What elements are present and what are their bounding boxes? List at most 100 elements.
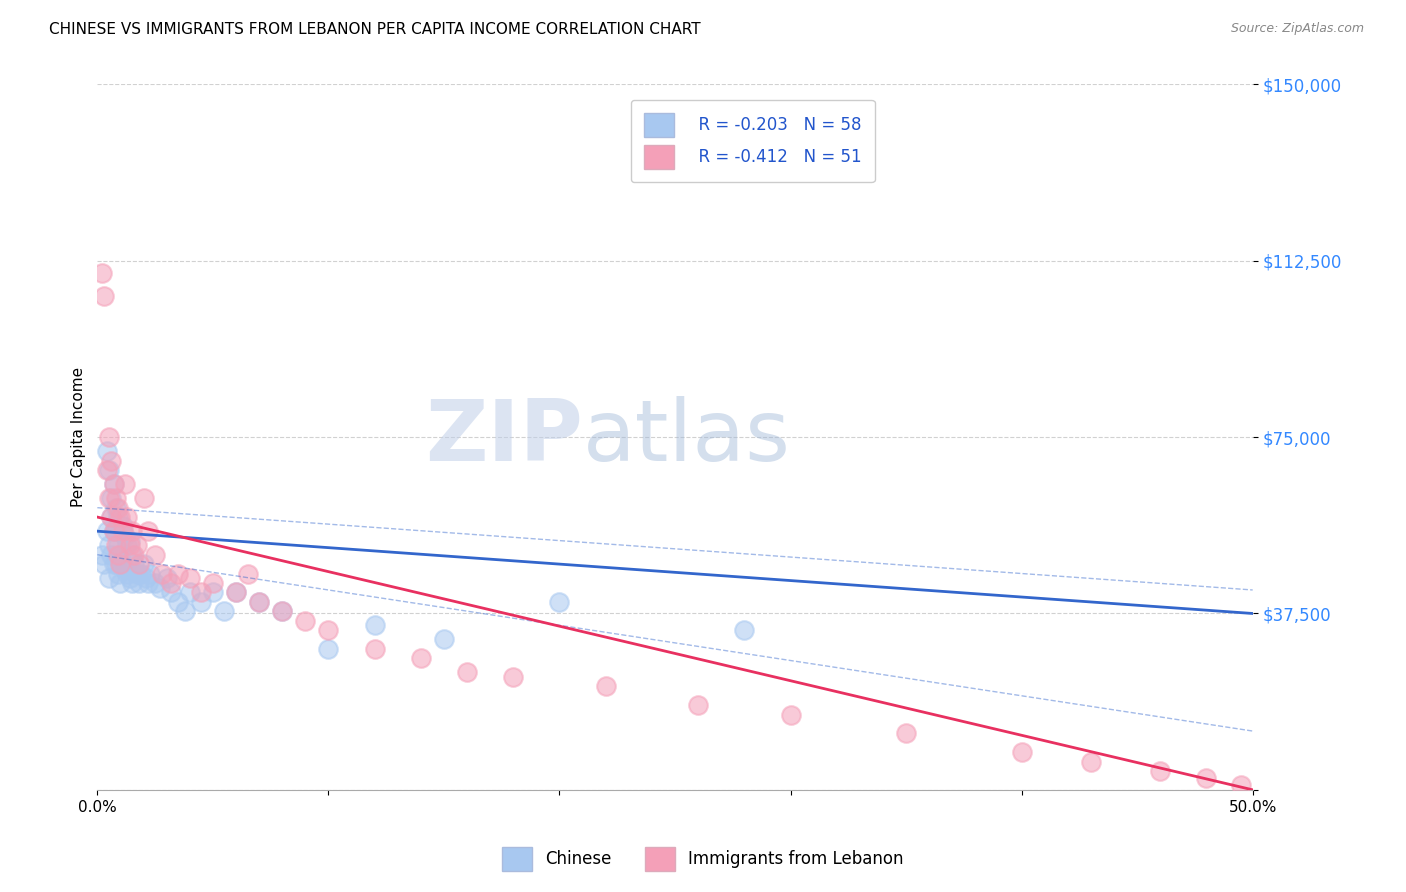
Legend:   R = -0.203   N = 58,   R = -0.412   N = 51: R = -0.203 N = 58, R = -0.412 N = 51 (631, 100, 875, 182)
Point (104, 491, 127, 506)
Point (118, 571, 141, 585)
Point (201, 585, 224, 599)
Point (110, 557, 132, 571)
Point (156, 571, 179, 585)
Point (179, 585, 201, 599)
Point (117, 566, 139, 581)
Point (114, 477, 136, 491)
Point (104, 500, 127, 515)
Point (128, 575, 150, 590)
Point (93, 289, 115, 303)
Point (225, 585, 247, 599)
Point (103, 477, 125, 491)
Point (136, 575, 159, 590)
Point (96, 524, 118, 539)
Point (433, 632, 456, 647)
Text: atlas: atlas (582, 396, 790, 479)
Text: Source: ZipAtlas.com: Source: ZipAtlas.com (1230, 22, 1364, 36)
Text: CHINESE VS IMMIGRANTS FROM LEBANON PER CAPITA INCOME CORRELATION CHART: CHINESE VS IMMIGRANTS FROM LEBANON PER C… (49, 22, 700, 37)
Point (363, 618, 385, 632)
Point (107, 538, 129, 552)
Point (894, 726, 917, 740)
Point (167, 566, 190, 581)
Point (103, 524, 125, 539)
Point (124, 548, 146, 562)
Point (143, 548, 166, 562)
Point (135, 571, 157, 585)
Point (1011, 745, 1033, 759)
Point (110, 575, 132, 590)
Point (114, 562, 136, 576)
Point (104, 524, 127, 539)
Point (247, 595, 270, 609)
Point (100, 453, 122, 467)
Point (294, 614, 316, 628)
Point (103, 557, 125, 571)
Point (107, 500, 129, 515)
Point (160, 575, 183, 590)
Point (110, 548, 132, 562)
Point (125, 538, 148, 552)
Point (111, 557, 134, 571)
Point (125, 566, 148, 581)
Point (91, 548, 114, 562)
Point (318, 641, 340, 656)
Point (117, 510, 139, 524)
Point (110, 524, 132, 539)
Point (121, 524, 143, 539)
Point (271, 604, 294, 618)
Point (97, 571, 120, 585)
Point (107, 548, 129, 562)
Point (190, 595, 212, 609)
Point (179, 571, 201, 585)
Point (96, 463, 118, 477)
Text: ZIP: ZIP (425, 396, 582, 479)
Point (100, 548, 122, 562)
Point (167, 595, 190, 609)
Point (124, 557, 146, 571)
Point (107, 510, 129, 524)
Point (118, 538, 141, 552)
Point (1080, 755, 1102, 769)
Point (143, 575, 166, 590)
Point (121, 575, 143, 590)
Point (456, 665, 478, 680)
Point (190, 585, 212, 599)
Point (100, 510, 122, 524)
Point (132, 557, 155, 571)
Point (100, 510, 122, 524)
Point (318, 623, 340, 637)
Point (107, 566, 129, 581)
Point (104, 538, 127, 552)
Point (1230, 778, 1253, 792)
Point (91, 266, 114, 280)
Point (595, 679, 617, 693)
Point (247, 595, 270, 609)
Point (174, 604, 197, 618)
Point (110, 510, 132, 524)
Point (97, 463, 120, 477)
Point (548, 595, 571, 609)
Point (97, 491, 120, 506)
Point (1149, 764, 1171, 778)
Point (97, 430, 120, 444)
Point (111, 519, 134, 533)
Point (214, 604, 236, 618)
Point (733, 623, 755, 637)
Point (103, 477, 125, 491)
Point (132, 491, 155, 506)
Point (236, 566, 259, 581)
Point (118, 533, 141, 548)
Point (104, 557, 127, 571)
Point (136, 524, 159, 539)
Point (201, 575, 224, 590)
Point (103, 524, 125, 539)
Point (688, 698, 710, 713)
Point (100, 491, 122, 506)
Point (363, 641, 385, 656)
Point (114, 529, 136, 543)
Point (225, 585, 247, 599)
Point (129, 566, 152, 581)
Point (139, 566, 162, 581)
Point (1195, 771, 1218, 785)
